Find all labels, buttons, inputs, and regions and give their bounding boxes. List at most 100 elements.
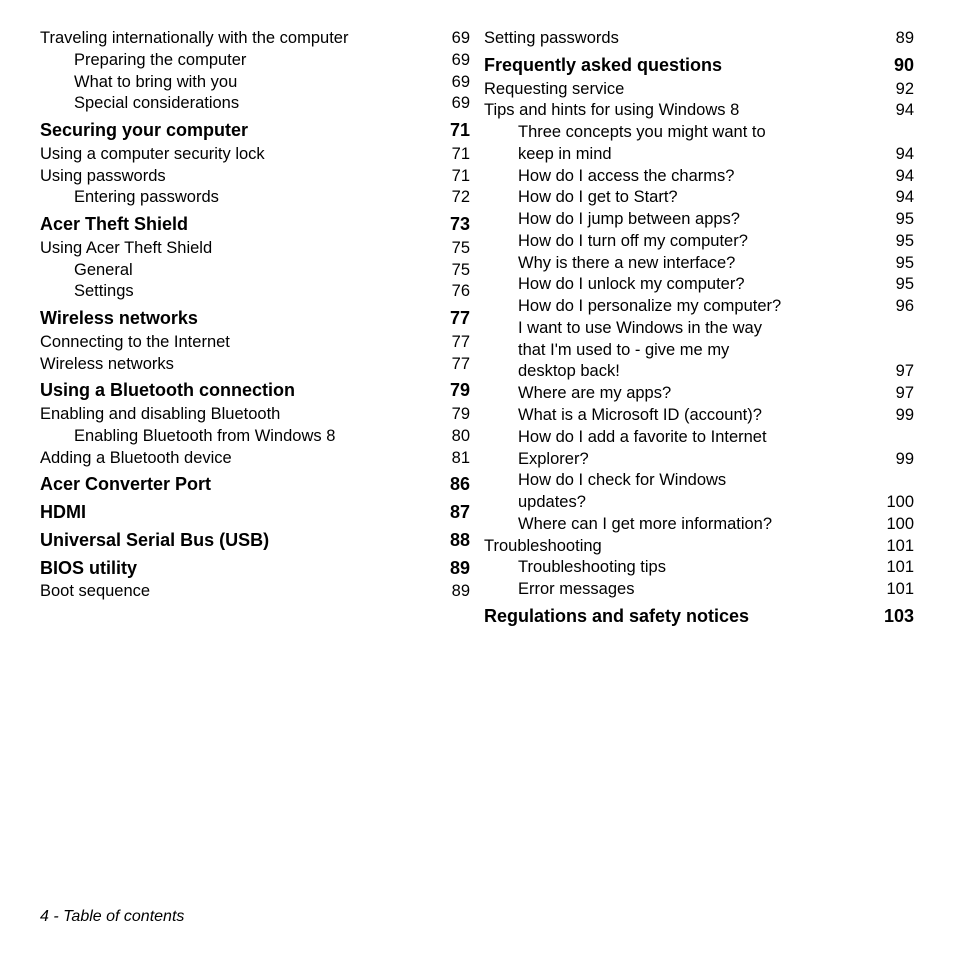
toc-entry-page: 94 [886, 166, 914, 188]
toc-entry-label: Enabling and disabling Bluetooth [40, 404, 280, 426]
toc-entry-page: 94 [886, 187, 914, 209]
toc-entry-page: 81 [442, 448, 470, 470]
toc-entry: Frequently asked questions90 [484, 54, 914, 78]
toc-entry-page: 77 [442, 307, 470, 331]
toc-entry: Securing your computer71 [40, 119, 470, 143]
toc-entry-page: 95 [886, 253, 914, 275]
toc-column-left: Traveling internationally with the compu… [40, 28, 470, 630]
toc-entry-page: 86 [442, 473, 470, 497]
toc-entry: Tips and hints for using Windows 894 [484, 100, 914, 122]
toc-entry-label: How do I access the charms? [518, 166, 734, 188]
toc-entry: What is a Microsoft ID (account)?99 [484, 405, 914, 427]
toc-entry-page: 75 [442, 260, 470, 282]
toc-entry: Troubleshooting tips101 [484, 557, 914, 579]
toc-entry-page: 77 [442, 332, 470, 354]
toc-entry: Wireless networks 77 [40, 307, 470, 331]
toc-entry-page: 94 [886, 100, 914, 122]
toc-entry: I want to use Windows in the waythat I'm… [484, 318, 914, 383]
toc-entry: Acer Converter Port 86 [40, 473, 470, 497]
toc-entry-page: 75 [442, 238, 470, 260]
toc-entry: Settings 76 [40, 281, 470, 303]
page-footer: 4 - Table of contents [40, 908, 184, 926]
toc-entry-page: 96 [886, 296, 914, 318]
toc-entry-page: 90 [886, 54, 914, 78]
toc-entry-label: Using a Bluetooth connection [40, 379, 295, 403]
toc-entry: Boot sequence89 [40, 581, 470, 603]
toc-entry-label: General [74, 260, 133, 282]
toc-entry-label: How do I unlock my computer? [518, 274, 745, 296]
toc-entry: Error messages 101 [484, 579, 914, 601]
toc-entry-label: What to bring with you [74, 72, 237, 94]
toc-entry-label: Setting passwords [484, 28, 619, 50]
toc-entry: Entering passwords72 [40, 187, 470, 209]
toc-entry: How do I turn off my computer?95 [484, 231, 914, 253]
toc-entry: Why is there a new interface?95 [484, 253, 914, 275]
toc-entry: Enabling and disabling Bluetooth 79 [40, 404, 470, 426]
toc-entry-label: Error messages [518, 579, 634, 601]
toc-entry-label: Using passwords [40, 166, 166, 188]
toc-entry-page: 97 [886, 361, 914, 383]
toc-entry: Traveling internationally with the compu… [40, 28, 470, 50]
toc-entry-page: 76 [442, 281, 470, 303]
toc-entry: Preparing the computer69 [40, 50, 470, 72]
toc-entry: Using passwords 71 [40, 166, 470, 188]
toc-entry-label: Requesting service [484, 79, 624, 101]
toc-entry: Setting passwords89 [484, 28, 914, 50]
toc-entry-label: Settings [74, 281, 134, 303]
toc-entry-label: How do I jump between apps? [518, 209, 740, 231]
toc-entry: Using Acer Theft Shield 75 [40, 238, 470, 260]
toc-entry-page: 99 [886, 405, 914, 427]
toc-entry-page: 100 [882, 514, 914, 536]
toc-entry-page: 77 [442, 354, 470, 376]
toc-entry-label: Adding a Bluetooth device [40, 448, 232, 470]
toc-entry: Special considerations69 [40, 93, 470, 115]
toc-entry-page: 69 [442, 72, 470, 94]
toc-entry-label: Wireless networks [40, 307, 198, 331]
toc-entry: Wireless networks 77 [40, 354, 470, 376]
toc-entry-label: Boot sequence [40, 581, 150, 603]
toc-entry-page: 95 [886, 274, 914, 296]
toc-entry-label: Acer Theft Shield [40, 213, 188, 237]
toc-entry-label: How do I add a favorite to InternetExplo… [518, 427, 914, 471]
toc-entry-label: How do I personalize my computer? [518, 296, 781, 318]
toc-entry: How do I access the charms? 94 [484, 166, 914, 188]
toc-entry-label: Connecting to the Internet [40, 332, 230, 354]
toc-entry-page: 101 [882, 536, 914, 558]
toc-entry-page: 89 [442, 557, 470, 581]
toc-entry-page: 100 [882, 492, 914, 514]
toc-entry: Acer Theft Shield 73 [40, 213, 470, 237]
toc-entry-page: 99 [886, 449, 914, 471]
toc-entry-page: 101 [882, 579, 914, 601]
toc-entry-page: 87 [442, 501, 470, 525]
toc-entry: Where can I get more information?100 [484, 514, 914, 536]
toc-entry-page: 71 [442, 166, 470, 188]
toc-entry-page: 92 [886, 79, 914, 101]
toc-entry-label: How do I check for Windowsupdates?100 [518, 470, 914, 514]
toc-entry-page: 71 [442, 144, 470, 166]
toc-entry-label: Entering passwords [74, 187, 219, 209]
toc-entry-label: Using Acer Theft Shield [40, 238, 212, 260]
toc-entry-page: 79 [442, 404, 470, 426]
toc-entry: Universal Serial Bus (USB)88 [40, 529, 470, 553]
toc-entry-label: Using a computer security lock [40, 144, 265, 166]
toc-entry: Regulations and safety notices103 [484, 605, 914, 629]
toc-entry-page: 73 [442, 213, 470, 237]
toc-entry-label: Troubleshooting [484, 536, 602, 558]
toc-entry-page: 69 [442, 50, 470, 72]
toc-entry: Where are my apps?97 [484, 383, 914, 405]
toc-entry-label: How do I turn off my computer? [518, 231, 748, 253]
toc-entry-page: 88 [442, 529, 470, 553]
toc-entry: Adding a Bluetooth device 81 [40, 448, 470, 470]
toc-entry: Troubleshooting 101 [484, 536, 914, 558]
toc-entry: Enabling Bluetooth from Windows 880 [40, 426, 470, 448]
toc-entry-label: Wireless networks [40, 354, 174, 376]
toc-entry: BIOS utility89 [40, 557, 470, 581]
toc-entry-page: 79 [442, 379, 470, 403]
toc-entry-label: Special considerations [74, 93, 239, 115]
toc-entry: General 75 [40, 260, 470, 282]
toc-entry-page: 71 [442, 119, 470, 143]
toc-entry: How do I get to Start?94 [484, 187, 914, 209]
toc-entry-label: Troubleshooting tips [518, 557, 666, 579]
toc-column-right: Setting passwords89 Frequently asked ques… [484, 28, 914, 630]
toc-entry-label: Acer Converter Port [40, 473, 211, 497]
